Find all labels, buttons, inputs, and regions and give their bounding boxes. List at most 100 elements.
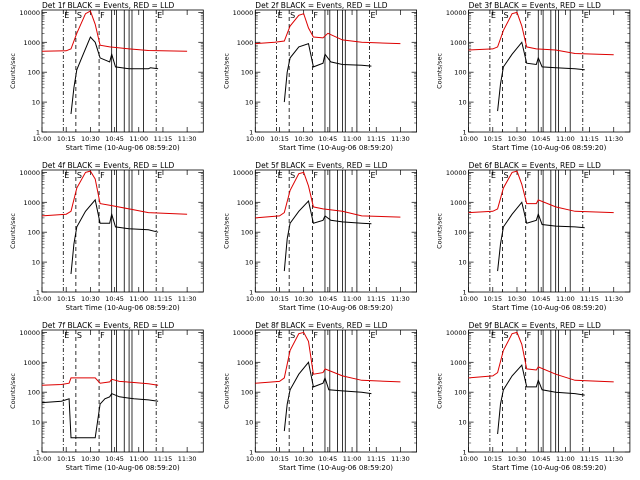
panel-title: Det 1f BLACK = Events, RED = LLD <box>42 1 175 10</box>
x-tick-label: 11:15 <box>580 295 599 303</box>
x-tick-label: 11:15 <box>154 135 173 143</box>
events-series-line <box>283 42 372 103</box>
y-tick-label: 1 <box>36 129 40 137</box>
x-tick-label: 11:30 <box>178 295 197 303</box>
x-tick-label: 10:00 <box>459 295 478 303</box>
plot-frame <box>468 169 631 293</box>
x-tick-label: 11:30 <box>391 295 410 303</box>
y-tick-label: 10 <box>245 99 253 107</box>
event-marker-label: E <box>64 171 69 180</box>
plot-frame <box>468 329 631 453</box>
y-tick-label: 1000 <box>450 199 467 207</box>
events-series-line <box>283 199 372 272</box>
event-marker-label: S <box>503 11 508 20</box>
plot-frame <box>41 329 204 453</box>
x-axis-label: Start Time (10-Aug-06 08:59:20) <box>66 144 180 152</box>
y-tick-label: 100 <box>28 69 40 77</box>
y-tick-label: 1 <box>36 449 40 457</box>
event-marker-label: E <box>370 171 375 180</box>
x-tick-label: 10:30 <box>508 455 527 463</box>
events-series-line <box>497 364 585 435</box>
x-tick-label: 11:15 <box>154 295 173 303</box>
y-tick-label: 10000 <box>19 169 40 177</box>
y-tick-label: 10 <box>458 419 466 427</box>
plot-frame <box>254 9 418 133</box>
lld-series-line <box>255 13 401 45</box>
event-marker-label: E <box>278 171 283 180</box>
y-tick-label: 10000 <box>233 169 254 177</box>
x-tick-label: 10:15 <box>270 455 289 463</box>
x-axis-label: Start Time (10-Aug-06 08:59:20) <box>492 144 606 152</box>
event-marker-label: S <box>77 171 82 180</box>
x-tick-label: 10:30 <box>508 135 527 143</box>
y-tick-label: 1000 <box>450 39 467 47</box>
x-tick-label: 10:00 <box>246 455 265 463</box>
x-axis-label: Start Time (10-Aug-06 08:59:20) <box>279 464 393 472</box>
y-tick-label: 10000 <box>19 9 40 17</box>
panel-title: Det 6f BLACK = Events, RED = LLD <box>469 161 602 170</box>
plot-frame <box>254 169 418 293</box>
x-tick-label: 11:15 <box>154 455 173 463</box>
event-marker-label: F <box>313 331 318 340</box>
detector-panel: 1 10 100 1000 10000 10:00 10:15 10:30 10:45 11:00… <box>9 321 204 472</box>
x-tick-label: 11:15 <box>367 135 386 143</box>
x-tick-label: 10:45 <box>532 455 551 463</box>
x-tick-label: 11:30 <box>391 455 410 463</box>
x-axis-label: Start Time (10-Aug-06 08:59:20) <box>66 464 180 472</box>
event-marker-label: E <box>491 171 496 180</box>
event-marker-label: E <box>64 331 69 340</box>
detector-panel: 1 10 100 1000 10000 10:00 10:15 10:30 10:45 11:00… <box>436 161 631 312</box>
y-tick-label: 1000 <box>237 39 254 47</box>
x-tick-label: 11:30 <box>604 455 623 463</box>
lld-series-line <box>255 171 401 219</box>
x-axis-label: Start Time (10-Aug-06 08:59:20) <box>279 304 393 312</box>
y-axis-label: Counts/sec <box>222 373 230 409</box>
y-tick-label: 100 <box>454 229 466 237</box>
x-tick-label: 10:45 <box>105 135 124 143</box>
y-tick-label: 1000 <box>237 199 254 207</box>
event-marker-label: E <box>278 11 283 20</box>
y-tick-label: 1 <box>462 449 466 457</box>
lld-series-line <box>255 331 401 384</box>
x-tick-label: 11:00 <box>556 135 575 143</box>
event-marker-label: F <box>313 11 318 20</box>
y-axis-label: Counts/sec <box>9 373 17 409</box>
x-tick-label: 10:15 <box>483 295 502 303</box>
x-tick-label: 10:45 <box>532 295 551 303</box>
event-marker-label: S <box>290 331 295 340</box>
y-tick-label: 10000 <box>446 329 467 337</box>
x-tick-label: 10:00 <box>33 455 52 463</box>
lld-series-line <box>468 11 614 56</box>
panel-title: Det 5f BLACK = Events, RED = LLD <box>255 161 388 170</box>
event-marker-label: S <box>503 171 508 180</box>
x-tick-label: 11:00 <box>556 295 575 303</box>
y-tick-label: 10000 <box>233 9 254 17</box>
y-tick-label: 10000 <box>233 329 254 337</box>
x-tick-label: 11:00 <box>129 295 148 303</box>
y-tick-label: 1000 <box>23 39 40 47</box>
event-marker-label: F <box>100 11 105 20</box>
panel-title: Det 4f BLACK = Events, RED = LLD <box>42 161 175 170</box>
x-tick-label: 11:00 <box>556 455 575 463</box>
x-tick-label: 10:45 <box>532 135 551 143</box>
detector-panel: 1 10 100 1000 10000 10:00 10:15 10:30 10:45 11:00… <box>9 1 204 152</box>
x-tick-label: 10:15 <box>483 455 502 463</box>
y-tick-label: 100 <box>454 389 466 397</box>
lld-series-line <box>468 331 614 383</box>
x-tick-label: 10:15 <box>270 295 289 303</box>
y-tick-label: 100 <box>454 69 466 77</box>
y-axis-label: Counts/sec <box>222 213 230 249</box>
x-tick-label: 11:30 <box>604 135 623 143</box>
x-tick-label: 10:45 <box>319 135 338 143</box>
x-tick-label: 10:30 <box>294 295 313 303</box>
event-marker-label: E <box>157 171 162 180</box>
x-tick-label: 10:15 <box>57 135 76 143</box>
y-tick-label: 1 <box>249 129 253 137</box>
y-tick-label: 100 <box>28 389 40 397</box>
x-tick-label: 11:00 <box>343 295 362 303</box>
event-marker-label: F <box>100 171 105 180</box>
x-tick-label: 11:15 <box>367 455 386 463</box>
y-tick-label: 10 <box>458 99 466 107</box>
x-tick-label: 11:15 <box>580 455 599 463</box>
